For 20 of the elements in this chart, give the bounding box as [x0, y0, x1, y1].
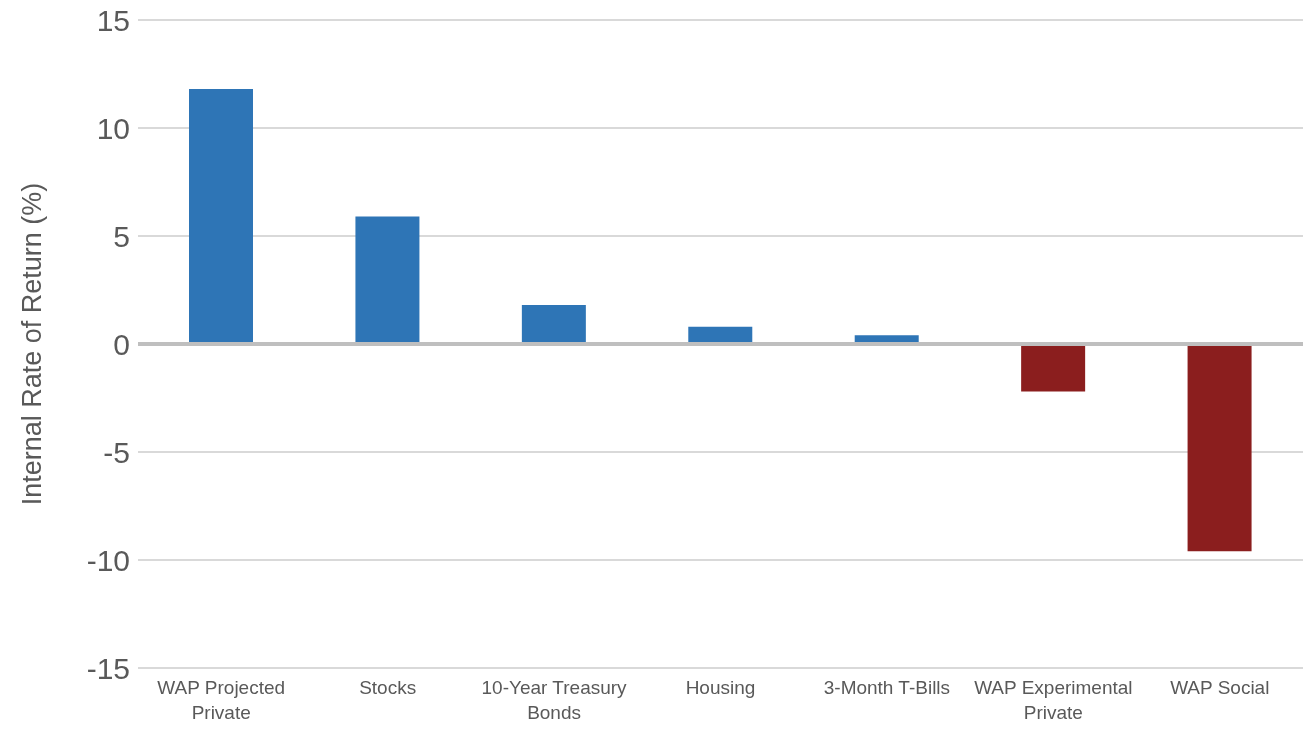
- y-tick-label: -15: [86, 651, 130, 685]
- bar: [1021, 344, 1086, 392]
- x-tick-label: WAP Projected Private: [157, 677, 286, 723]
- y-tick-label: -10: [86, 543, 130, 577]
- x-tick-label: WAP Social: [1170, 677, 1270, 698]
- x-tick-label: 3-Month T-Bills: [823, 677, 951, 698]
- x-tick-label: 10-Year Treasury Bonds: [481, 677, 628, 723]
- y-tick-label: 10: [96, 111, 130, 145]
- bar: [355, 216, 420, 344]
- bar: [521, 305, 586, 344]
- y-tick-label: 0: [113, 327, 130, 361]
- x-tick-label: Stocks: [359, 677, 417, 698]
- y-axis-title: Internal Rate of Return (%): [16, 182, 47, 506]
- y-tick-label: 5: [113, 219, 130, 253]
- x-tick-label: WAP Experimental Private: [974, 677, 1133, 723]
- bar: [1187, 344, 1252, 552]
- bar: [189, 89, 253, 344]
- y-tick-label: -5: [103, 435, 130, 469]
- x-tick-label: Housing: [685, 677, 756, 698]
- y-tick-label: 15: [96, 3, 130, 37]
